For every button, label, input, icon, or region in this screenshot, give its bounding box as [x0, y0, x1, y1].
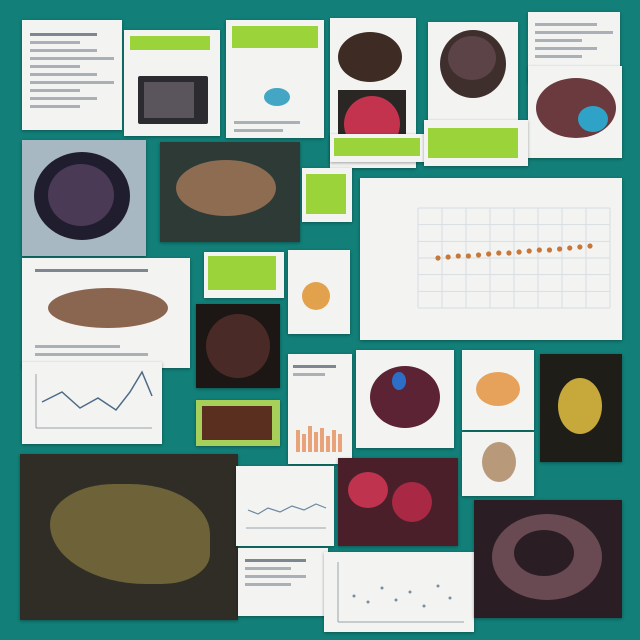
egg-card [462, 432, 534, 496]
bar-chart-card [288, 354, 352, 464]
tissue-photo-card-2 [338, 458, 458, 546]
specimen-image [558, 378, 602, 434]
label-card-4 [204, 252, 284, 298]
scatter-point [577, 244, 583, 250]
organ-card [356, 350, 454, 448]
egg-image [482, 442, 516, 482]
scatter-point [445, 254, 451, 260]
scatter-point [526, 248, 532, 254]
scatter-point [546, 247, 553, 253]
scatter-point [435, 255, 441, 261]
fish-image [176, 160, 276, 216]
scatter-point [465, 253, 471, 259]
shrimp-image [50, 484, 210, 584]
fish-image [48, 288, 168, 328]
specimen-photo-card-2 [428, 22, 518, 122]
scatter-chart-card-2 [324, 552, 474, 632]
scatter-point [496, 250, 502, 256]
scatter-point [486, 251, 492, 257]
fish-diagram-card [226, 20, 324, 138]
scatter-point [536, 247, 542, 253]
shell-card-2 [462, 350, 534, 430]
fish-icon [264, 88, 290, 106]
scatter-point [455, 253, 461, 259]
shell-image [476, 372, 520, 406]
xray-photo-card [474, 500, 622, 618]
shrimp-photo-card [20, 454, 238, 620]
tissue-photo-card [196, 304, 280, 388]
specimen-image [536, 78, 616, 138]
organ-image [370, 366, 440, 428]
document-card-bottom [238, 548, 328, 616]
line-chart-card [22, 362, 162, 444]
scatter-point [506, 250, 512, 256]
shell-card [288, 250, 350, 334]
scatter-chart-icon [337, 562, 464, 623]
document-card-top-left [22, 20, 122, 130]
line-chart-card-2 [236, 466, 334, 546]
label-card [330, 134, 426, 162]
scatter-chart-card [360, 178, 622, 340]
fish-photo-card [160, 142, 300, 242]
line-chart-icon [246, 503, 327, 529]
scatter-chart [417, 207, 611, 309]
scatter-point [475, 252, 482, 258]
scatter-point [516, 249, 522, 255]
scatter-point [587, 243, 593, 249]
scatter-point [567, 245, 573, 251]
bar-chart-icon [296, 426, 342, 452]
label-card-2 [424, 120, 528, 166]
label-card-3 [302, 168, 352, 222]
speaker-card [124, 30, 220, 136]
dark-specimen-card [540, 354, 622, 462]
specimen-photo-card-3 [528, 66, 622, 158]
scatter-point [557, 246, 563, 252]
fish-diagram-card-2 [22, 258, 190, 368]
specimen-photo-card-4 [22, 140, 146, 256]
lizard-photo-card [196, 400, 280, 446]
shell-image [302, 282, 330, 310]
line-chart-icon [35, 370, 153, 429]
specimen-image [338, 32, 402, 82]
